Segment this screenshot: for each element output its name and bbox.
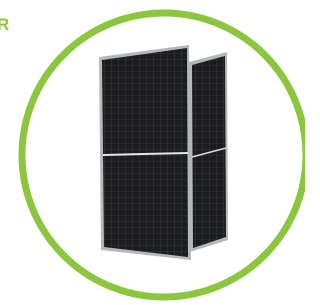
product-card: R: [0, 0, 305, 305]
solar-panels: [99, 45, 228, 260]
page: R (() => { const data = JSON.parse(docum…: [0, 0, 305, 305]
heading-fragment: R: [0, 15, 9, 34]
